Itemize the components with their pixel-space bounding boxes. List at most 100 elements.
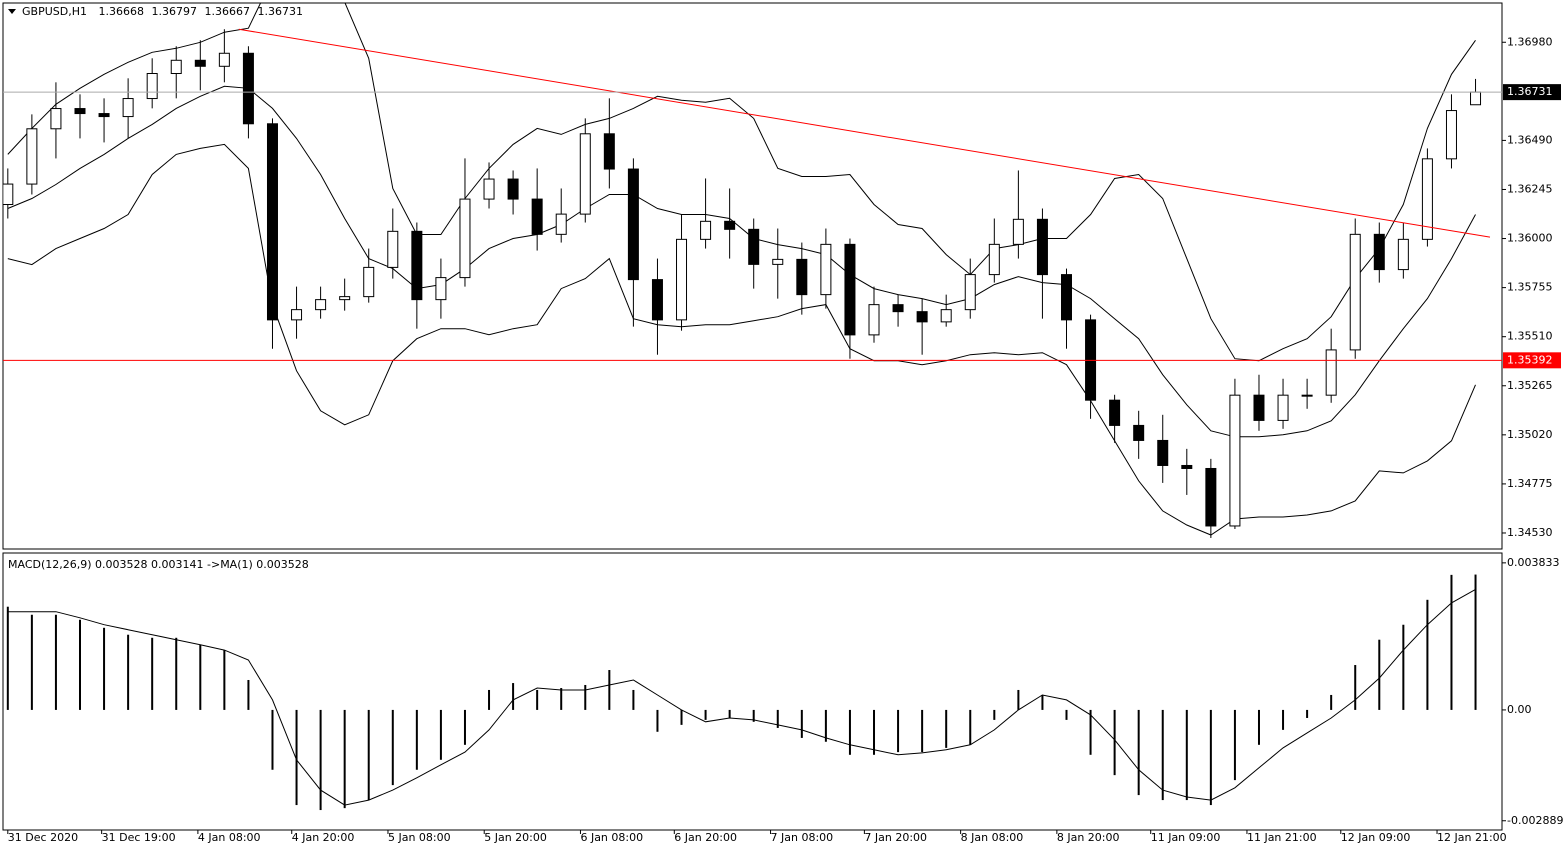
histogram-bar [319, 709, 322, 811]
histogram-bar [295, 709, 298, 806]
candle-body [3, 183, 14, 205]
candle-body [507, 178, 519, 200]
bollinger-band [7, 143, 1476, 536]
candle-body [940, 309, 952, 323]
histogram-bar [945, 709, 948, 748]
price-plot [3, 3, 1502, 538]
histogram-bar [1089, 709, 1092, 755]
price-label: 1.36731 [1507, 85, 1553, 98]
histogram-bar [1137, 709, 1140, 796]
y-tick-label: 1.34530 [1507, 526, 1553, 539]
macd-title: MACD(12,26,9) 0.003528 0.003141 ->MA(1) … [8, 558, 309, 571]
x-tick-label: 4 Jan 20:00 [292, 831, 355, 844]
candle-body [892, 304, 904, 313]
histogram-bar [463, 709, 466, 745]
y-tick-label: 1.36490 [1507, 133, 1553, 146]
histogram-bar [127, 634, 130, 710]
candle-body [1036, 218, 1048, 276]
histogram-bar [1378, 639, 1381, 710]
macd-panel [2, 552, 1503, 831]
histogram-bar [415, 709, 418, 770]
candle-body [1181, 464, 1193, 469]
histogram-bar [1209, 709, 1212, 806]
x-tick-label: 4 Jan 08:00 [198, 831, 261, 844]
candle-body [291, 309, 303, 321]
candle-body [772, 258, 784, 265]
low: 1.36667 [204, 5, 250, 18]
candle-body [411, 230, 423, 301]
macd-plot [6, 574, 1477, 811]
x-tick-label: 12 Jan 09:00 [1341, 831, 1411, 844]
menu-arrow[interactable] [8, 9, 16, 14]
histogram-bar [1065, 709, 1068, 720]
candle-body [363, 266, 375, 298]
open: 1.36668 [98, 5, 144, 18]
signal-line [7, 588, 1476, 806]
y-tick-label: 1.36000 [1507, 232, 1553, 245]
hline-label: 1.35392 [1507, 353, 1553, 366]
candle-body [964, 274, 976, 311]
candle-body [796, 258, 808, 296]
candle-body [1157, 439, 1169, 466]
candle-body [194, 59, 206, 67]
x-tick-label: 6 Jan 20:00 [674, 831, 737, 844]
candle-body [26, 128, 38, 185]
histogram-bar [560, 688, 563, 710]
candle-body [339, 296, 351, 301]
histogram-bar [1113, 709, 1116, 776]
histogram-bar [223, 650, 226, 710]
candle-body [1277, 394, 1289, 421]
histogram-bar [608, 670, 611, 710]
histogram-bar [848, 709, 851, 755]
histogram-bar [824, 709, 827, 742]
histogram-bar [367, 709, 370, 801]
x-tick-label: 6 Jan 08:00 [580, 831, 643, 844]
histogram-bar [897, 709, 900, 753]
histogram-bar [1017, 689, 1020, 710]
candle-body [1060, 274, 1072, 321]
y-tick-label: 1.35510 [1507, 330, 1553, 343]
histogram-bar [175, 637, 178, 710]
bollinger-band [7, 3, 1476, 362]
histogram-bar [993, 709, 996, 720]
y-tick-label: 1.36245 [1507, 182, 1553, 195]
histogram-bar [776, 709, 779, 728]
histogram-bar [1282, 709, 1285, 730]
histogram-bar [391, 709, 394, 786]
candle-body [1373, 233, 1385, 271]
histogram-bar [873, 709, 876, 755]
histogram-bar [1185, 709, 1188, 801]
candle-body [820, 243, 832, 296]
x-tick-label: 31 Dec 2020 [8, 831, 78, 844]
candle-body [387, 230, 399, 268]
histogram-bar [1041, 694, 1044, 710]
y-tick-label: -0.002889 [1507, 814, 1563, 827]
price-label-box [1503, 84, 1561, 101]
candle-body [242, 52, 254, 125]
candle-body [122, 98, 134, 118]
candle-body [555, 213, 567, 235]
histogram-bar [30, 614, 33, 710]
histogram-bar [632, 689, 635, 710]
histogram-bar [247, 679, 250, 710]
candle-body [483, 178, 495, 200]
candle-body [1349, 233, 1361, 351]
histogram-bar [439, 709, 442, 760]
histogram-bar [921, 709, 924, 753]
histogram-bar [1257, 709, 1260, 745]
candle-body [724, 220, 736, 230]
candle-body [603, 133, 615, 170]
histogram-bar [54, 614, 57, 710]
histogram-bar [800, 709, 803, 738]
candle-body [435, 277, 447, 301]
histogram-bar [704, 709, 707, 720]
candle-body [1301, 394, 1313, 397]
histogram-bar [1161, 709, 1164, 801]
trendline [238, 28, 1491, 238]
candle-body [266, 123, 278, 321]
candle-body [916, 311, 928, 323]
x-tick-label: 11 Jan 21:00 [1247, 831, 1317, 844]
y-tick-label: 1.34775 [1507, 477, 1553, 490]
candle-body [50, 108, 62, 130]
